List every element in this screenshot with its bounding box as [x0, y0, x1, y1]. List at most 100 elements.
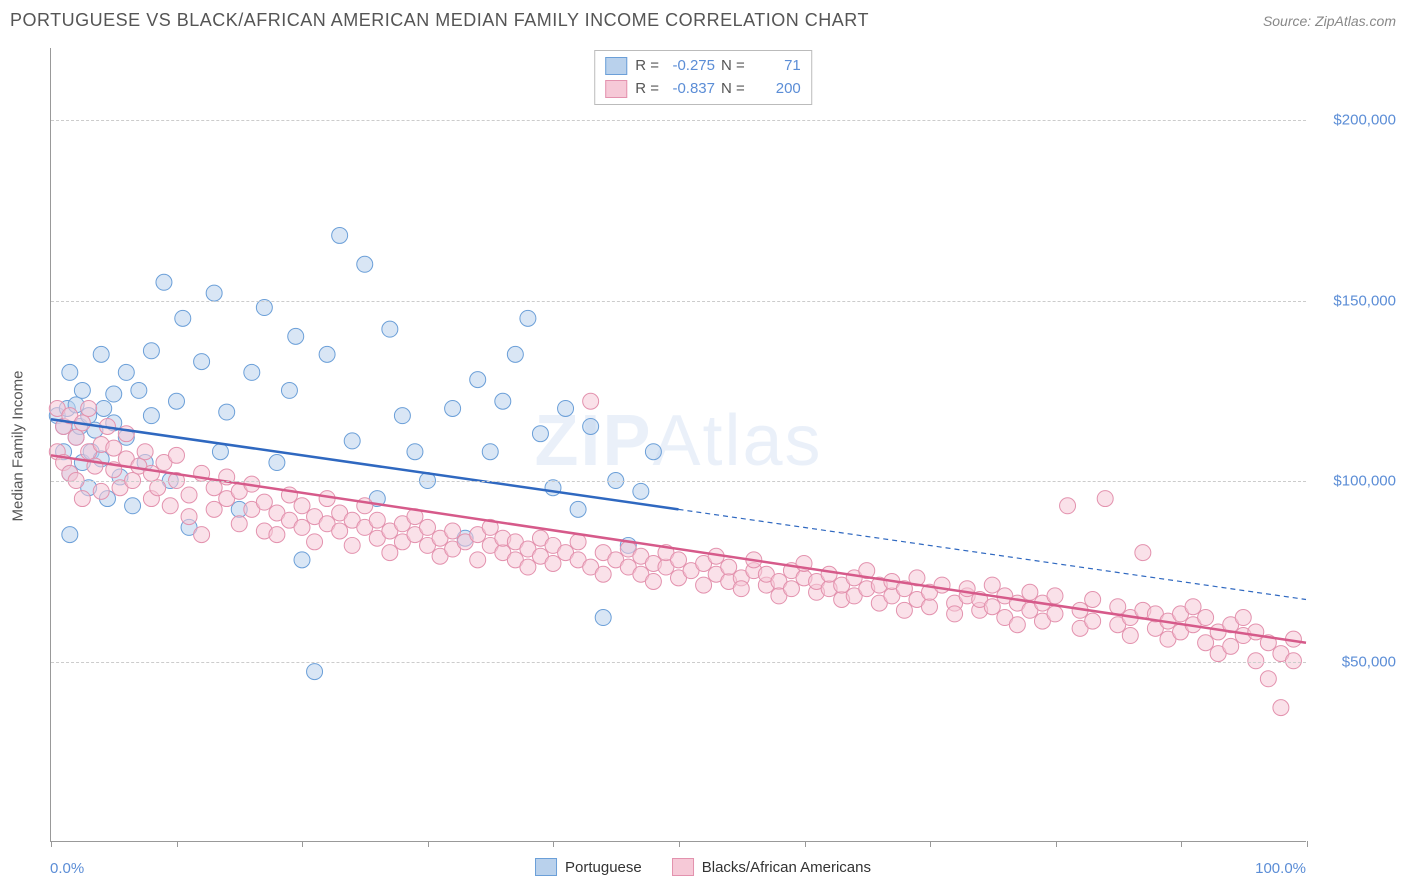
bottom-label-1: Portuguese [565, 859, 642, 876]
y-tick-label: $150,000 [1316, 292, 1396, 309]
scatter-point [520, 559, 536, 575]
scatter-point [1235, 610, 1251, 626]
regression-line [51, 455, 1306, 642]
scatter-point [1022, 584, 1038, 600]
scatter-point [219, 404, 235, 420]
legend-row-series-1: R = -0.275 N = 71 [605, 55, 801, 78]
scatter-point [281, 382, 297, 398]
scatter-point [583, 418, 599, 434]
x-tick [805, 841, 806, 847]
scatter-point [394, 408, 410, 424]
scatter-point [344, 537, 360, 553]
scatter-point [125, 498, 141, 514]
source-label: Source: ZipAtlas.com [1263, 13, 1396, 29]
scatter-point [131, 382, 147, 398]
scatter-point [733, 581, 749, 597]
scatter-point [645, 444, 661, 460]
scatter-point [206, 285, 222, 301]
scatter-point [1185, 599, 1201, 615]
scatter-point [357, 256, 373, 272]
scatter-point [332, 227, 348, 243]
scatter-point [169, 447, 185, 463]
scatter-point [62, 364, 78, 380]
legend-text-1: R = -0.275 N = 71 [635, 55, 801, 78]
scatter-svg [51, 48, 1306, 841]
scatter-point [583, 393, 599, 409]
bottom-legend: Portuguese Blacks/African Americans [535, 858, 871, 876]
scatter-point [231, 516, 247, 532]
scatter-point [420, 519, 436, 535]
scatter-point [470, 372, 486, 388]
scatter-point [369, 512, 385, 528]
scatter-point [1085, 592, 1101, 608]
scatter-point [896, 602, 912, 618]
y-tick-label: $200,000 [1316, 112, 1396, 129]
correlation-legend: R = -0.275 N = 71 R = -0.837 N = 200 [594, 50, 812, 105]
y-tick-label: $50,000 [1316, 653, 1396, 670]
scatter-point [570, 501, 586, 517]
scatter-point [269, 527, 285, 543]
legend-r-label: R = [635, 55, 659, 78]
scatter-point [294, 519, 310, 535]
scatter-point [1047, 606, 1063, 622]
gridline [51, 662, 1306, 663]
x-tick [302, 841, 303, 847]
scatter-point [645, 573, 661, 589]
scatter-point [1009, 617, 1025, 633]
scatter-point [137, 444, 153, 460]
scatter-point [93, 346, 109, 362]
x-tick [930, 841, 931, 847]
scatter-point [106, 440, 122, 456]
y-axis-label: Median Family Income [10, 371, 27, 522]
bottom-legend-item-1: Portuguese [535, 858, 642, 876]
scatter-point [959, 581, 975, 597]
x-tick [553, 841, 554, 847]
scatter-point [595, 566, 611, 582]
scatter-point [1260, 671, 1276, 687]
x-tick [51, 841, 52, 847]
scatter-point [81, 400, 97, 416]
x-tick [1307, 841, 1308, 847]
scatter-point [507, 346, 523, 362]
scatter-point [118, 364, 134, 380]
scatter-point [783, 581, 799, 597]
scatter-point [68, 429, 84, 445]
scatter-point [175, 310, 191, 326]
scatter-point [1273, 700, 1289, 716]
bottom-label-2: Blacks/African Americans [702, 859, 871, 876]
bottom-swatch-2 [672, 858, 694, 876]
legend-swatch-2 [605, 80, 627, 98]
plot-area: ZIPAtlas $50,000$100,000$150,000$200,000 [50, 48, 1306, 842]
scatter-point [984, 577, 1000, 593]
legend-r-label: R = [635, 78, 659, 101]
scatter-point [1110, 599, 1126, 615]
scatter-point [244, 364, 260, 380]
scatter-point [294, 498, 310, 514]
bottom-legend-item-2: Blacks/African Americans [672, 858, 871, 876]
scatter-point [495, 393, 511, 409]
scatter-point [1248, 624, 1264, 640]
scatter-point [143, 465, 159, 481]
chart-container: PORTUGUESE VS BLACK/AFRICAN AMERICAN MED… [0, 0, 1406, 892]
scatter-point [520, 310, 536, 326]
x-tick [1056, 841, 1057, 847]
scatter-point [934, 577, 950, 593]
scatter-point [922, 599, 938, 615]
scatter-point [206, 501, 222, 517]
legend-swatch-1 [605, 57, 627, 75]
scatter-point [633, 483, 649, 499]
scatter-point [143, 343, 159, 359]
scatter-point [181, 487, 197, 503]
gridline [51, 301, 1306, 302]
scatter-point [445, 523, 461, 539]
scatter-point [256, 494, 272, 510]
scatter-point [1047, 588, 1063, 604]
y-tick-label: $100,000 [1316, 473, 1396, 490]
scatter-point [194, 527, 210, 543]
x-axis-max-label: 100.0% [1255, 860, 1306, 877]
x-tick [679, 841, 680, 847]
legend-text-2: R = -0.837 N = 200 [635, 78, 801, 101]
scatter-point [482, 444, 498, 460]
scatter-point [984, 599, 1000, 615]
scatter-point [181, 509, 197, 525]
